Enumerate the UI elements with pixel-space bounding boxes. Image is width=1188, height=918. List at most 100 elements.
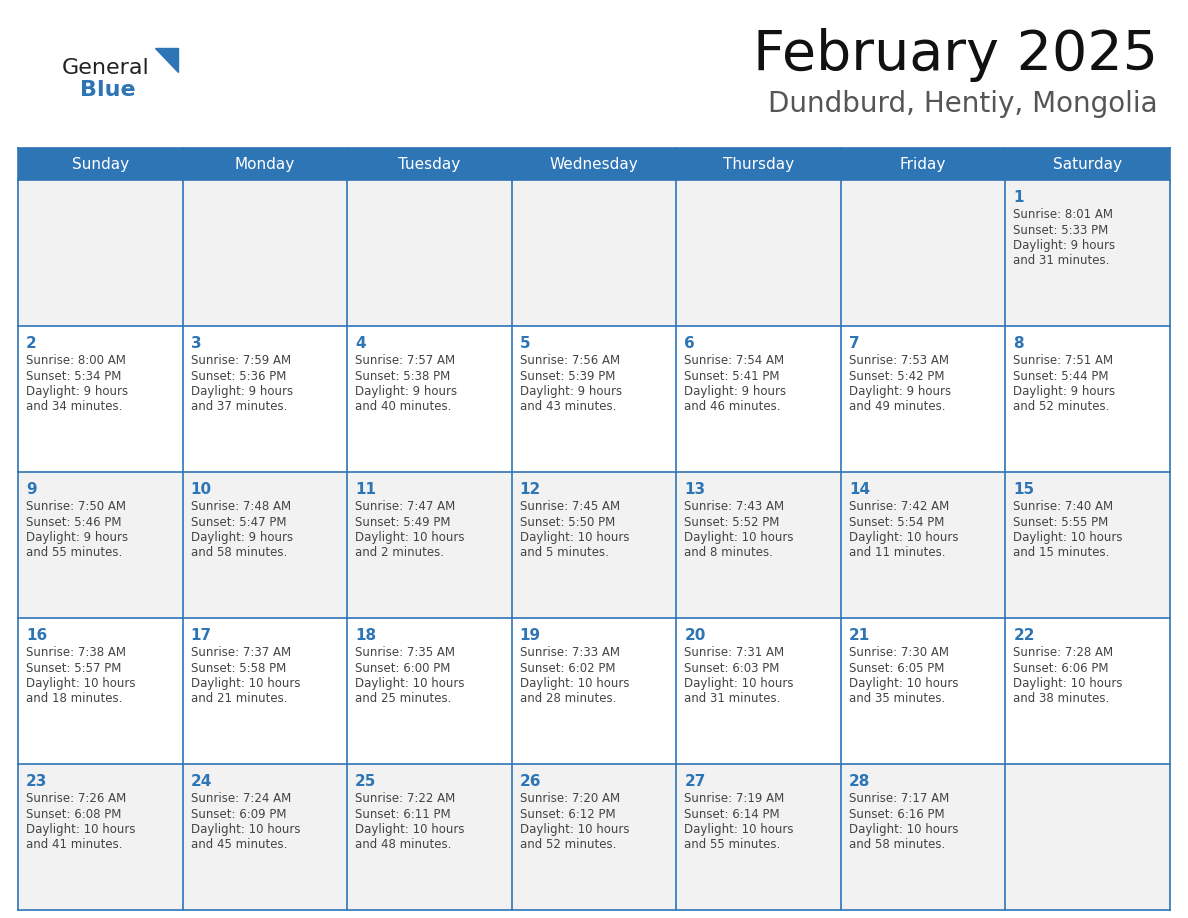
Bar [676, 764, 841, 910]
Text: 25: 25 [355, 774, 377, 789]
Bar [1005, 764, 1170, 910]
Text: and 48 minutes.: and 48 minutes. [355, 838, 451, 852]
Text: Sunset: 6:06 PM: Sunset: 6:06 PM [1013, 662, 1108, 675]
Text: and 46 minutes.: and 46 minutes. [684, 400, 781, 413]
Text: Sunrise: 7:31 AM: Sunrise: 7:31 AM [684, 646, 784, 659]
Text: Sunset: 6:03 PM: Sunset: 6:03 PM [684, 662, 779, 675]
Text: Sunrise: 7:43 AM: Sunrise: 7:43 AM [684, 500, 784, 513]
Text: Daylight: 10 hours: Daylight: 10 hours [684, 531, 794, 544]
Text: Sunset: 5:33 PM: Sunset: 5:33 PM [1013, 223, 1108, 237]
Text: Daylight: 10 hours: Daylight: 10 hours [26, 823, 135, 836]
Text: and 43 minutes.: and 43 minutes. [519, 400, 617, 413]
Text: and 8 minutes.: and 8 minutes. [684, 546, 773, 559]
Text: Daylight: 10 hours: Daylight: 10 hours [849, 677, 959, 690]
Bar [183, 618, 347, 764]
Text: Sunrise: 7:19 AM: Sunrise: 7:19 AM [684, 792, 784, 805]
Text: Sunrise: 7:30 AM: Sunrise: 7:30 AM [849, 646, 949, 659]
Bar [512, 180, 676, 326]
Bar [841, 326, 1005, 472]
Text: Sunrise: 7:22 AM: Sunrise: 7:22 AM [355, 792, 455, 805]
Bar [183, 326, 347, 472]
Bar [347, 472, 512, 618]
Text: Sunset: 5:54 PM: Sunset: 5:54 PM [849, 516, 944, 529]
Text: Daylight: 10 hours: Daylight: 10 hours [190, 677, 301, 690]
Text: and 40 minutes.: and 40 minutes. [355, 400, 451, 413]
Text: Friday: Friday [901, 156, 947, 172]
Text: 27: 27 [684, 774, 706, 789]
Text: Sunset: 5:47 PM: Sunset: 5:47 PM [190, 516, 286, 529]
Text: Sunday: Sunday [71, 156, 128, 172]
Text: Monday: Monday [235, 156, 295, 172]
Text: Daylight: 9 hours: Daylight: 9 hours [190, 531, 292, 544]
Text: Sunrise: 7:57 AM: Sunrise: 7:57 AM [355, 354, 455, 367]
Text: Sunset: 6:02 PM: Sunset: 6:02 PM [519, 662, 615, 675]
Text: General: General [62, 58, 150, 78]
Text: 21: 21 [849, 628, 870, 643]
Bar [347, 764, 512, 910]
Text: 22: 22 [1013, 628, 1035, 643]
Text: Sunrise: 7:48 AM: Sunrise: 7:48 AM [190, 500, 291, 513]
Text: Thursday: Thursday [723, 156, 794, 172]
Bar [676, 180, 841, 326]
Text: Blue: Blue [80, 80, 135, 100]
Text: Sunrise: 7:37 AM: Sunrise: 7:37 AM [190, 646, 291, 659]
Text: Sunrise: 7:50 AM: Sunrise: 7:50 AM [26, 500, 126, 513]
Text: Sunset: 5:36 PM: Sunset: 5:36 PM [190, 370, 286, 383]
Text: and 58 minutes.: and 58 minutes. [190, 546, 286, 559]
Bar [1005, 180, 1170, 326]
Text: 23: 23 [26, 774, 48, 789]
Bar [18, 472, 183, 618]
Text: Daylight: 10 hours: Daylight: 10 hours [684, 677, 794, 690]
Text: Daylight: 10 hours: Daylight: 10 hours [849, 823, 959, 836]
Text: Sunrise: 7:24 AM: Sunrise: 7:24 AM [190, 792, 291, 805]
Text: Sunrise: 7:53 AM: Sunrise: 7:53 AM [849, 354, 949, 367]
Text: Sunrise: 7:35 AM: Sunrise: 7:35 AM [355, 646, 455, 659]
Text: and 52 minutes.: and 52 minutes. [1013, 400, 1110, 413]
Text: Dundburd, Hentiy, Mongolia: Dundburd, Hentiy, Mongolia [769, 90, 1158, 118]
Text: Sunrise: 7:51 AM: Sunrise: 7:51 AM [1013, 354, 1113, 367]
Text: Sunset: 6:11 PM: Sunset: 6:11 PM [355, 808, 450, 821]
Bar [676, 618, 841, 764]
Text: Sunset: 6:05 PM: Sunset: 6:05 PM [849, 662, 944, 675]
Text: Daylight: 10 hours: Daylight: 10 hours [355, 677, 465, 690]
Text: Sunset: 5:41 PM: Sunset: 5:41 PM [684, 370, 779, 383]
Bar [1005, 326, 1170, 472]
Text: Sunset: 6:14 PM: Sunset: 6:14 PM [684, 808, 779, 821]
Text: Daylight: 10 hours: Daylight: 10 hours [519, 531, 630, 544]
Text: Sunset: 5:49 PM: Sunset: 5:49 PM [355, 516, 450, 529]
Text: Daylight: 10 hours: Daylight: 10 hours [355, 531, 465, 544]
Text: Sunset: 5:50 PM: Sunset: 5:50 PM [519, 516, 615, 529]
Text: Daylight: 9 hours: Daylight: 9 hours [26, 385, 128, 398]
Text: and 55 minutes.: and 55 minutes. [684, 838, 781, 852]
Text: Sunrise: 7:20 AM: Sunrise: 7:20 AM [519, 792, 620, 805]
Bar [183, 472, 347, 618]
Text: 19: 19 [519, 628, 541, 643]
Text: and 55 minutes.: and 55 minutes. [26, 546, 122, 559]
Text: 9: 9 [26, 482, 37, 497]
Text: Sunset: 5:42 PM: Sunset: 5:42 PM [849, 370, 944, 383]
Text: Sunrise: 7:40 AM: Sunrise: 7:40 AM [1013, 500, 1113, 513]
Bar [183, 180, 347, 326]
Text: 24: 24 [190, 774, 211, 789]
Text: and 41 minutes.: and 41 minutes. [26, 838, 122, 852]
Text: Sunset: 6:16 PM: Sunset: 6:16 PM [849, 808, 944, 821]
Bar [18, 618, 183, 764]
Text: Daylight: 9 hours: Daylight: 9 hours [1013, 385, 1116, 398]
Bar [1005, 618, 1170, 764]
Text: and 18 minutes.: and 18 minutes. [26, 692, 122, 706]
Text: Daylight: 9 hours: Daylight: 9 hours [1013, 239, 1116, 252]
Text: and 21 minutes.: and 21 minutes. [190, 692, 287, 706]
Bar [18, 326, 183, 472]
Text: and 37 minutes.: and 37 minutes. [190, 400, 287, 413]
Text: 4: 4 [355, 336, 366, 351]
Text: 17: 17 [190, 628, 211, 643]
Text: and 2 minutes.: and 2 minutes. [355, 546, 444, 559]
Text: and 49 minutes.: and 49 minutes. [849, 400, 946, 413]
Text: Sunrise: 7:47 AM: Sunrise: 7:47 AM [355, 500, 455, 513]
Text: Sunset: 5:34 PM: Sunset: 5:34 PM [26, 370, 121, 383]
Text: Daylight: 10 hours: Daylight: 10 hours [684, 823, 794, 836]
Bar [183, 764, 347, 910]
Text: Sunset: 5:55 PM: Sunset: 5:55 PM [1013, 516, 1108, 529]
Text: Sunset: 5:46 PM: Sunset: 5:46 PM [26, 516, 121, 529]
Text: Sunrise: 7:54 AM: Sunrise: 7:54 AM [684, 354, 784, 367]
